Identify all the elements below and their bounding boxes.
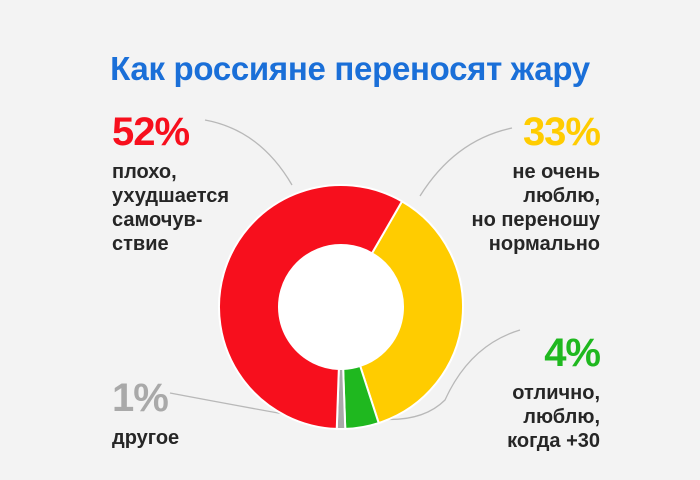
- donut-hole: [279, 245, 403, 369]
- leader-line-great: [367, 329, 521, 421]
- slice-percent-label: 33%: [522, 110, 601, 154]
- callout-bad: 52% плохо, ухудшается самочув- ствие: [112, 112, 229, 256]
- leader-line-bad: [204, 119, 293, 186]
- callout-tolerable: 33% не очень люблю, но переношу нормальн…: [440, 110, 602, 256]
- slice-label: другое: [112, 427, 180, 449]
- slice-percent-label: 1%: [112, 376, 169, 420]
- slice-label: отлично, люблю, когда +30: [507, 382, 600, 452]
- callout-great: 4% отлично, люблю, когда +30: [460, 331, 601, 453]
- callout-other: 1% другое: [112, 378, 179, 450]
- chart-title: Как россияне переносят жару: [110, 50, 590, 87]
- leader-line-tolerable: [419, 127, 513, 197]
- slice-percent-label: 52%: [112, 110, 190, 154]
- slice-percent-label: 4%: [544, 331, 601, 375]
- slice-label: не очень люблю, но переношу нормально: [471, 161, 601, 255]
- slice-label: плохо, ухудшается самочув- ствие: [112, 161, 230, 255]
